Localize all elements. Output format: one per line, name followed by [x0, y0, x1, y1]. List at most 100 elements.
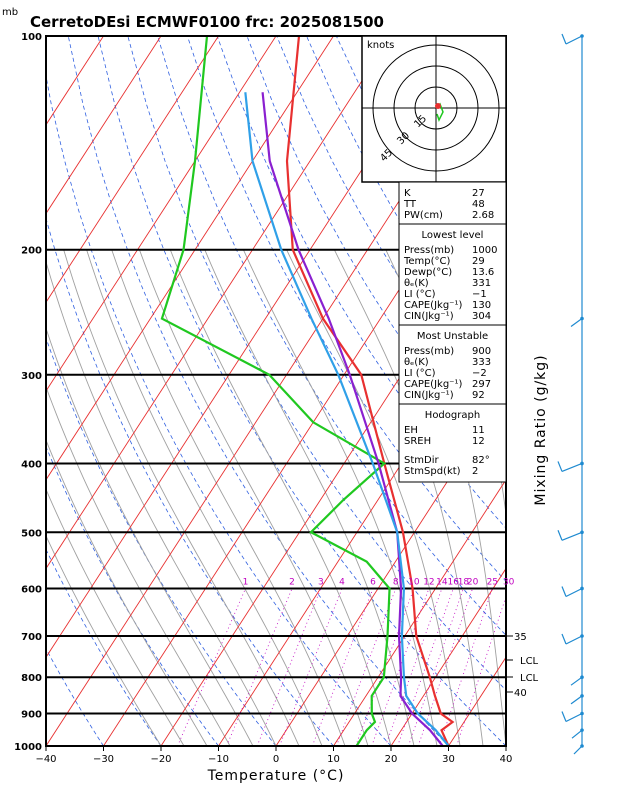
y-tick-label: 100	[21, 32, 42, 43]
dry-adiabat	[46, 73, 392, 746]
panel-row-label: TT	[403, 199, 417, 210]
hodograph-storm-motion	[435, 103, 441, 109]
isotherm	[46, 36, 219, 304]
y-tick-label: 1000	[14, 742, 42, 753]
mixing-ratio-label: 3	[318, 577, 324, 587]
mixing-ratio-label: 1	[243, 577, 249, 587]
panel-heading: Hodograph	[425, 410, 480, 421]
isotherm	[564, 36, 618, 746]
y-axis-label: Mixing Ratio (g/kg)	[533, 354, 549, 505]
panel-row-label: LI (°C)	[404, 289, 436, 300]
wind-barb	[565, 587, 583, 598]
right-label: LCL	[520, 673, 539, 684]
mixing-ratio-label: 4	[339, 577, 345, 587]
mixing-ratio-label: 16	[448, 577, 460, 587]
dry-adiabat	[604, 36, 618, 746]
right-label: LCL	[520, 656, 539, 667]
panel-row-value: 29	[472, 256, 485, 267]
dry-adiabat	[46, 647, 104, 746]
panel-row-value: 11	[472, 425, 485, 436]
panel-row-value: 82°	[472, 455, 490, 466]
panel-row-value: 130	[472, 300, 491, 311]
dry-adiabat	[157, 36, 506, 636]
isotherm	[46, 36, 162, 215]
hodograph-unit: knots	[367, 40, 394, 51]
panel-row-value: 13.6	[472, 267, 494, 278]
dry-adiabat	[545, 36, 618, 746]
isotherm	[46, 36, 277, 392]
y-tick-label: 700	[21, 632, 42, 643]
hodograph-frame	[361, 35, 507, 183]
wind-barb	[573, 745, 583, 755]
moist-adiabat	[46, 326, 254, 746]
wind-barb-feather	[561, 33, 567, 45]
panel-row-label: StmDir	[404, 455, 439, 466]
wind-barb	[565, 35, 583, 45]
panel-row-label: Press(mb)	[404, 346, 454, 357]
wind-barb-feather	[561, 633, 567, 645]
wind-barb	[561, 531, 583, 541]
profile-line	[160, 36, 391, 746]
dry-adiabat	[46, 445, 219, 746]
panel-row-value: 27	[472, 188, 485, 199]
isotherm	[46, 36, 392, 570]
panel-row-value: −1	[472, 289, 487, 300]
wind-barb	[570, 676, 583, 686]
mixing-ratio-line	[456, 595, 506, 746]
mixing-ratio-line	[256, 588, 322, 746]
y-tick-label: 800	[21, 673, 42, 684]
y-tick-label: 600	[21, 584, 42, 595]
right-edge-labels: 35 LCL LCL 40	[506, 632, 539, 699]
panel-row-value: 2	[472, 466, 478, 477]
panel-row-label: CIN(Jkg⁻¹)	[404, 311, 454, 322]
panel-row-value: 12	[472, 436, 485, 447]
isotherm	[46, 36, 104, 126]
right-label: 40	[514, 688, 527, 699]
profile-line	[244, 92, 450, 746]
mixing-ratio-label: 14	[436, 577, 448, 587]
panel-row-label: EH	[404, 425, 418, 436]
mixing-ratio-line	[226, 588, 293, 746]
y-tick-label: 900	[21, 710, 42, 721]
wind-barb	[570, 695, 583, 705]
dry-adiabat	[515, 36, 618, 746]
profile-line	[261, 92, 444, 746]
right-label: 35	[514, 632, 527, 643]
x-tick-label: 30	[442, 754, 455, 765]
mb-unit-label: mb	[2, 7, 18, 18]
panel-row-value: 297	[472, 379, 491, 390]
panel-row-label: StmSpd(kt)	[404, 466, 461, 477]
x-tick-label: −20	[150, 754, 171, 765]
isotherm	[390, 567, 506, 746]
x-tick-label: 20	[385, 754, 398, 765]
mixing-ratio-label: 2	[289, 577, 295, 587]
panel-row-label: PW(cm)	[404, 210, 443, 221]
moist-adiabat	[46, 534, 162, 746]
panel-row-label: LI (°C)	[404, 368, 436, 379]
wind-barbs	[557, 33, 584, 755]
y-tick-labels: 100 200 300 400 500 600 700 800 900 1000	[14, 32, 42, 753]
panel-row-value: −2	[472, 368, 487, 379]
dry-adiabat	[187, 36, 506, 582]
chart-title: CerretoDEsi ECMWF0100 frc: 2025081500	[30, 13, 384, 31]
panel-row-value: 1000	[472, 245, 497, 256]
dry-adiabat	[127, 36, 506, 691]
x-tick-label: 10	[327, 754, 340, 765]
panel-row-value: 2.68	[472, 210, 494, 221]
mixing-ratio-label: 20	[467, 577, 479, 587]
panel-row-label: CAPE(Jkg⁻¹)	[404, 300, 462, 311]
x-tick-label: −10	[208, 754, 229, 765]
panel-heading: Lowest level	[422, 230, 484, 241]
hodograph: knots 15 30 45	[361, 35, 507, 183]
y-tick-label: 500	[21, 528, 42, 539]
panel-row-label: Dewp(°C)	[404, 267, 452, 278]
wind-barb	[561, 462, 583, 473]
dry-adiabat	[97, 36, 506, 746]
moist-adiabat	[63, 249, 300, 746]
profile-line	[285, 36, 455, 746]
panel-row-label: θₑ(K)	[404, 278, 429, 289]
wind-barb	[571, 729, 583, 739]
isotherm	[275, 390, 506, 746]
